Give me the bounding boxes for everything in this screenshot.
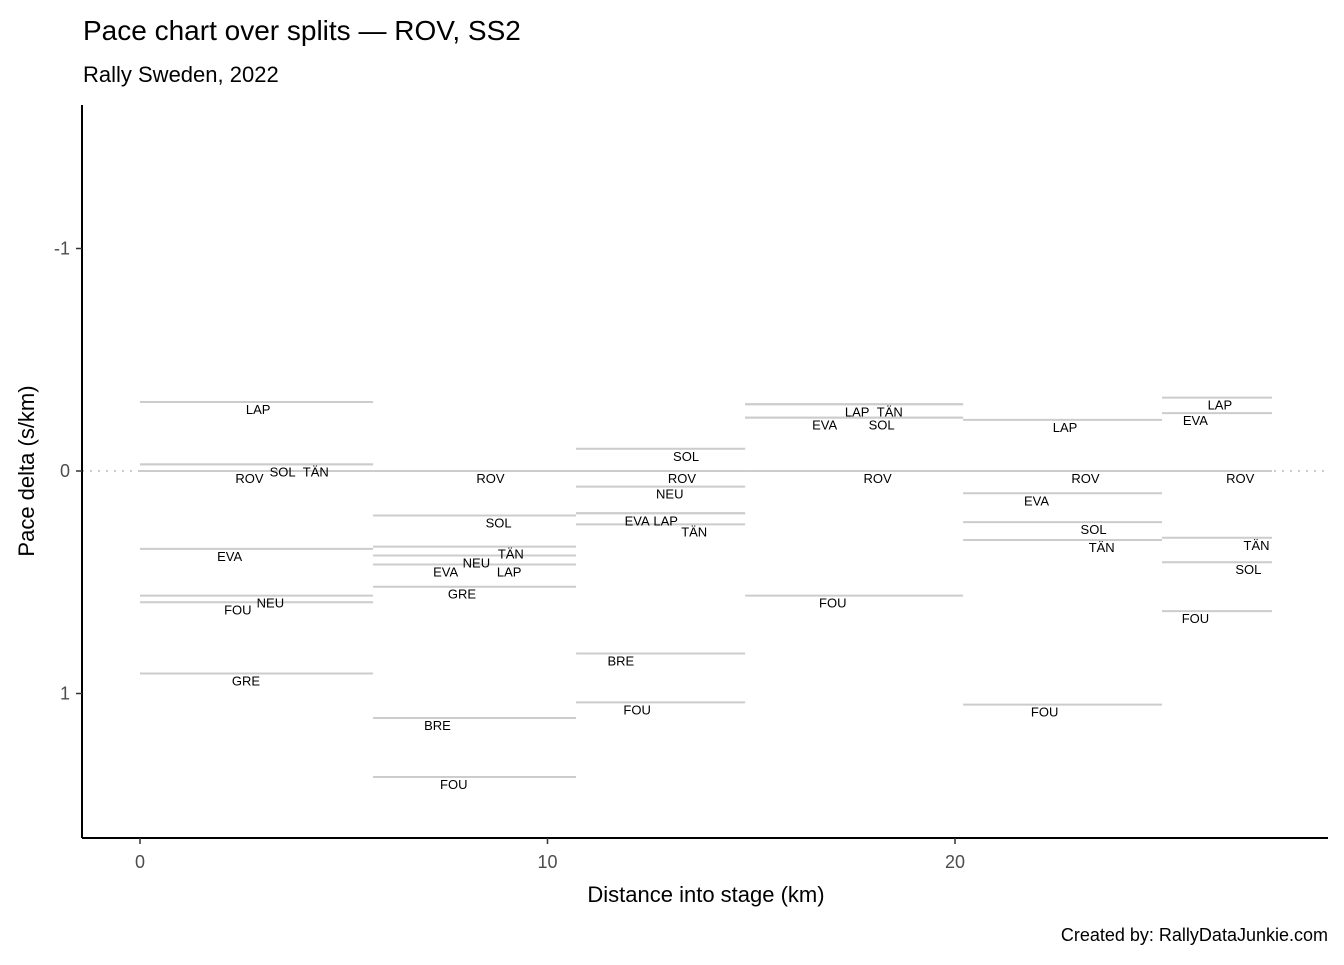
driver-label: LAP bbox=[653, 513, 678, 528]
driver-label: EVA bbox=[1183, 413, 1208, 428]
driver-label: FOU bbox=[819, 596, 846, 611]
driver-label: TÄN bbox=[1244, 538, 1270, 553]
driver-label: ROV bbox=[1071, 471, 1100, 486]
driver-label: ROV bbox=[235, 471, 264, 486]
driver-label: TÄN bbox=[681, 524, 707, 539]
driver-label: TÄN bbox=[1089, 540, 1115, 555]
chart-title: Pace chart over splits — ROV, SS2 bbox=[83, 15, 521, 46]
driver-label: SOL bbox=[270, 464, 296, 479]
driver-label: FOU bbox=[224, 602, 251, 617]
driver-label: GRE bbox=[448, 587, 477, 602]
driver-label: NEU bbox=[656, 487, 683, 502]
driver-label: LAP bbox=[1053, 420, 1078, 435]
driver-label: LAP bbox=[497, 564, 522, 579]
driver-label: SOL bbox=[1081, 522, 1107, 537]
driver-label: EVA bbox=[433, 564, 458, 579]
driver-label: SOL bbox=[1235, 562, 1261, 577]
driver-label: EVA bbox=[217, 549, 242, 564]
driver-label: TÄN bbox=[877, 404, 903, 419]
driver-label: ROV bbox=[668, 471, 697, 486]
driver-label: ROV bbox=[476, 471, 505, 486]
driver-label: FOU bbox=[1182, 611, 1209, 626]
driver-label: TÄN bbox=[303, 464, 329, 479]
y-axis-label: Pace delta (s/km) bbox=[14, 385, 39, 556]
driver-label: FOU bbox=[1031, 705, 1058, 720]
driver-label: EVA bbox=[625, 513, 650, 528]
driver-label: NEU bbox=[463, 556, 490, 571]
driver-label: LAP bbox=[246, 402, 271, 417]
x-axis-label: Distance into stage (km) bbox=[587, 882, 824, 907]
driver-label: SOL bbox=[869, 418, 895, 433]
caption: Created by: RallyDataJunkie.com bbox=[1061, 925, 1328, 945]
chart-subtitle: Rally Sweden, 2022 bbox=[83, 62, 279, 87]
y-tick-label: 1 bbox=[60, 684, 70, 704]
driver-label: LAP bbox=[845, 404, 870, 419]
driver-label: GRE bbox=[232, 673, 261, 688]
y-tick-label: 0 bbox=[60, 461, 70, 481]
x-tick-label: 0 bbox=[135, 852, 145, 872]
x-tick-label: 10 bbox=[537, 852, 557, 872]
x-tick-label: 20 bbox=[945, 852, 965, 872]
driver-label: FOU bbox=[623, 702, 650, 717]
driver-label: SOL bbox=[486, 516, 512, 531]
driver-label: NEU bbox=[257, 596, 284, 611]
driver-label: SOL bbox=[673, 449, 699, 464]
driver-label: ROV bbox=[1226, 471, 1255, 486]
driver-label: BRE bbox=[424, 718, 451, 733]
y-tick-label: -1 bbox=[54, 239, 70, 259]
driver-label: EVA bbox=[812, 418, 837, 433]
driver-label: LAP bbox=[1208, 398, 1233, 413]
driver-label: TÄN bbox=[498, 547, 524, 562]
driver-label: FOU bbox=[440, 777, 467, 792]
driver-label: EVA bbox=[1024, 493, 1049, 508]
driver-label: BRE bbox=[607, 653, 634, 668]
driver-label: ROV bbox=[863, 471, 892, 486]
